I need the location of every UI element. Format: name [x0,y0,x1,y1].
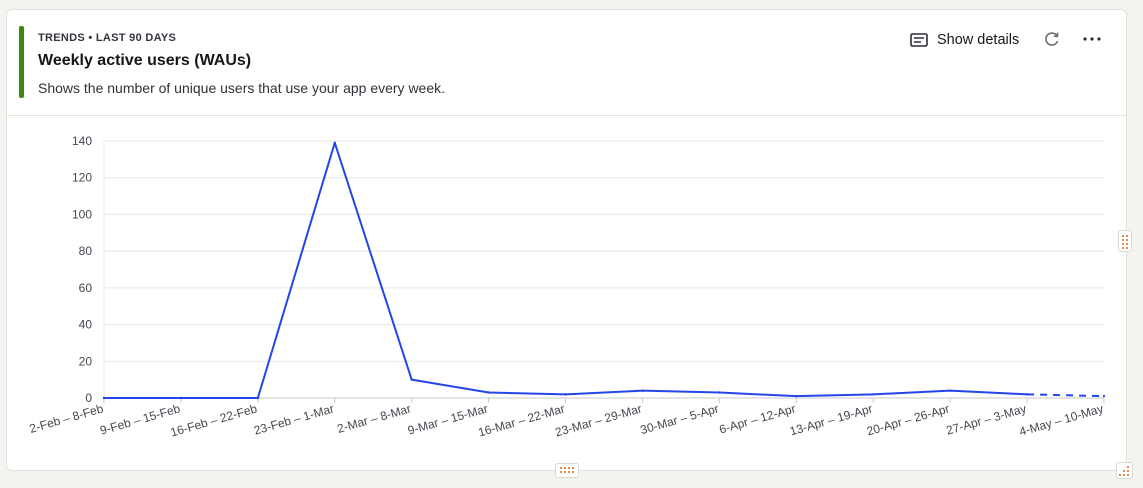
y-tick-label: 0 [85,391,92,405]
card-header: TRENDS • LAST 90 DAYS Weekly active user… [7,10,1126,116]
x-tick-label: 23-Feb – 1-Mar [252,401,335,437]
x-tick-label: 27-Apr – 3-May [945,401,1028,437]
more-options-button[interactable] [1081,29,1103,49]
data-point [872,393,875,396]
data-point [179,396,183,400]
data-point [718,391,721,394]
data-point [102,396,106,400]
x-tick-label: 16-Mar – 22-Mar [477,401,567,439]
details-icon [910,33,928,47]
data-point [1102,394,1106,398]
x-tick-label: 16-Feb – 22-Feb [169,401,259,439]
accent-bar [19,26,24,98]
resize-corner-icon [1119,466,1129,476]
card-subtitle: Shows the number of unique users that us… [38,80,446,96]
x-tick-label: 4-May – 10-May [1018,401,1105,438]
y-axis: 0 20 40 60 80 100 120 140 [72,134,92,405]
x-tick-label: 9-Mar – 15-Mar [406,401,489,437]
data-point [948,389,952,392]
chart-grid [103,140,1105,403]
drag-dots-icon [1122,235,1128,249]
refresh-button[interactable] [1042,29,1062,49]
refresh-icon [1045,32,1059,46]
y-tick-label: 20 [79,354,93,368]
x-tick-label: 6-Apr – 12-Apr [718,401,798,436]
x-tick-label: 20-Apr – 26-Apr [865,401,951,438]
y-tick-label: 80 [79,244,93,258]
y-tick-label: 60 [79,281,93,295]
data-point [641,389,644,392]
data-point [1025,393,1029,396]
y-tick-label: 40 [79,318,93,332]
drag-dots-icon [560,467,574,473]
data-point [333,141,336,145]
resize-handle-corner[interactable] [1116,462,1133,479]
series-line [104,141,1028,399]
data-point [795,394,798,398]
chart-series [102,141,1106,400]
show-details-button[interactable]: Show details [910,29,1019,51]
card-eyebrow: TRENDS • LAST 90 DAYS [38,32,177,44]
x-tick-label: 2-Feb – 8-Feb [28,401,105,436]
resize-handle-right[interactable] [1118,230,1132,252]
y-tick-label: 100 [72,207,92,221]
x-tick-label: 9-Feb – 15-Feb [98,401,182,437]
data-point [256,396,260,400]
resize-handle-bottom[interactable] [555,463,579,478]
data-point [410,378,413,381]
show-details-label: Show details [937,32,1020,48]
more-icon [1083,37,1101,41]
x-tick-label: 13-Apr – 19-Apr [788,401,874,438]
card-title: Weekly active users (WAUs) [38,52,252,69]
x-tick-label: 2-Mar – 8-Mar [336,401,413,435]
series-line-partial [1027,393,1105,398]
x-tick-label: 30-Mar – 5-Apr [639,401,720,437]
x-tick-label: 23-Mar – 29-Mar [554,401,644,439]
data-point [487,391,490,394]
data-point [564,393,567,396]
y-tick-label: 140 [72,134,92,148]
y-tick-label: 120 [72,171,92,185]
